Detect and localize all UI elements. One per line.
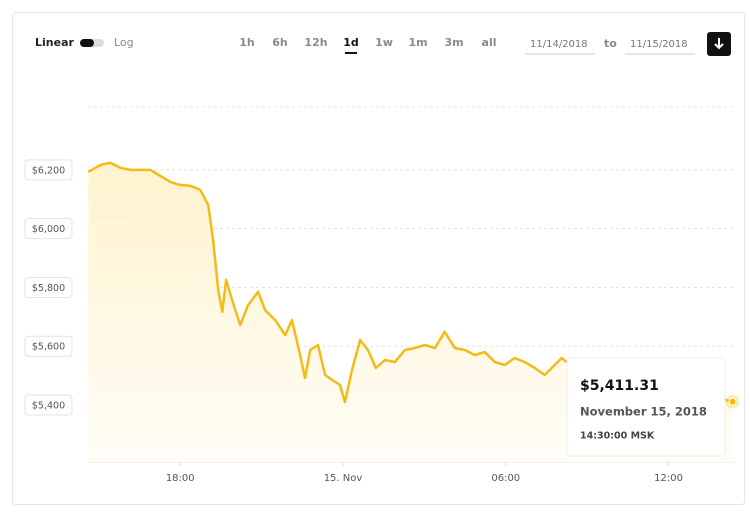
y-tick-label: $6,200 <box>32 165 65 176</box>
y-tick-box <box>24 394 73 416</box>
date-from[interactable]: 11/14/2018 <box>530 39 588 50</box>
y-tick-box <box>24 218 73 240</box>
x-tick-label: 12:00 <box>654 473 683 484</box>
range-button[interactable]: 1d <box>343 36 359 49</box>
x-tick-label: 18:00 <box>166 473 195 484</box>
x-tick-label: 06:00 <box>491 473 520 484</box>
y-tick-label: $5,600 <box>32 342 65 353</box>
range-button[interactable]: 12h <box>304 36 327 49</box>
date-to[interactable]: 11/15/2018 <box>630 39 688 50</box>
y-tick-label: $5,800 <box>32 283 65 294</box>
scale-log[interactable]: Log <box>114 36 134 49</box>
price-line <box>87 161 733 404</box>
tooltip-date: November 15, 2018 <box>580 405 707 419</box>
y-tick-box <box>24 159 73 181</box>
scale-linear[interactable]: Linear <box>35 36 74 49</box>
y-tick-label: $6,000 <box>32 224 65 235</box>
plot: coindesk$5,400$5,600$5,800$6,000$6,20018… <box>24 159 740 484</box>
tooltip <box>566 357 726 457</box>
range-button[interactable]: all <box>482 36 497 49</box>
date-sep: to <box>604 37 617 50</box>
download-icon <box>714 38 724 50</box>
range-button[interactable]: 6h <box>272 36 288 49</box>
range-button[interactable]: 1m <box>408 36 427 49</box>
toggle-knob <box>80 39 94 47</box>
x-tick-label: 15. Nov <box>324 473 363 484</box>
range-buttons: 1h 6h 12h 1d 1w 1m 3m all <box>239 36 497 54</box>
range-button[interactable]: 3m <box>444 36 463 49</box>
y-tick-box <box>24 335 73 357</box>
tooltip-time: 14:30:00 MSK <box>580 431 655 442</box>
hover-dot <box>728 397 737 406</box>
range-button[interactable]: 1w <box>375 36 393 49</box>
range-button[interactable]: 1h <box>239 36 255 49</box>
y-tick-label: $5,400 <box>32 400 65 411</box>
y-tick-box <box>24 276 73 298</box>
tooltip-price: $5,411.31 <box>580 378 659 394</box>
